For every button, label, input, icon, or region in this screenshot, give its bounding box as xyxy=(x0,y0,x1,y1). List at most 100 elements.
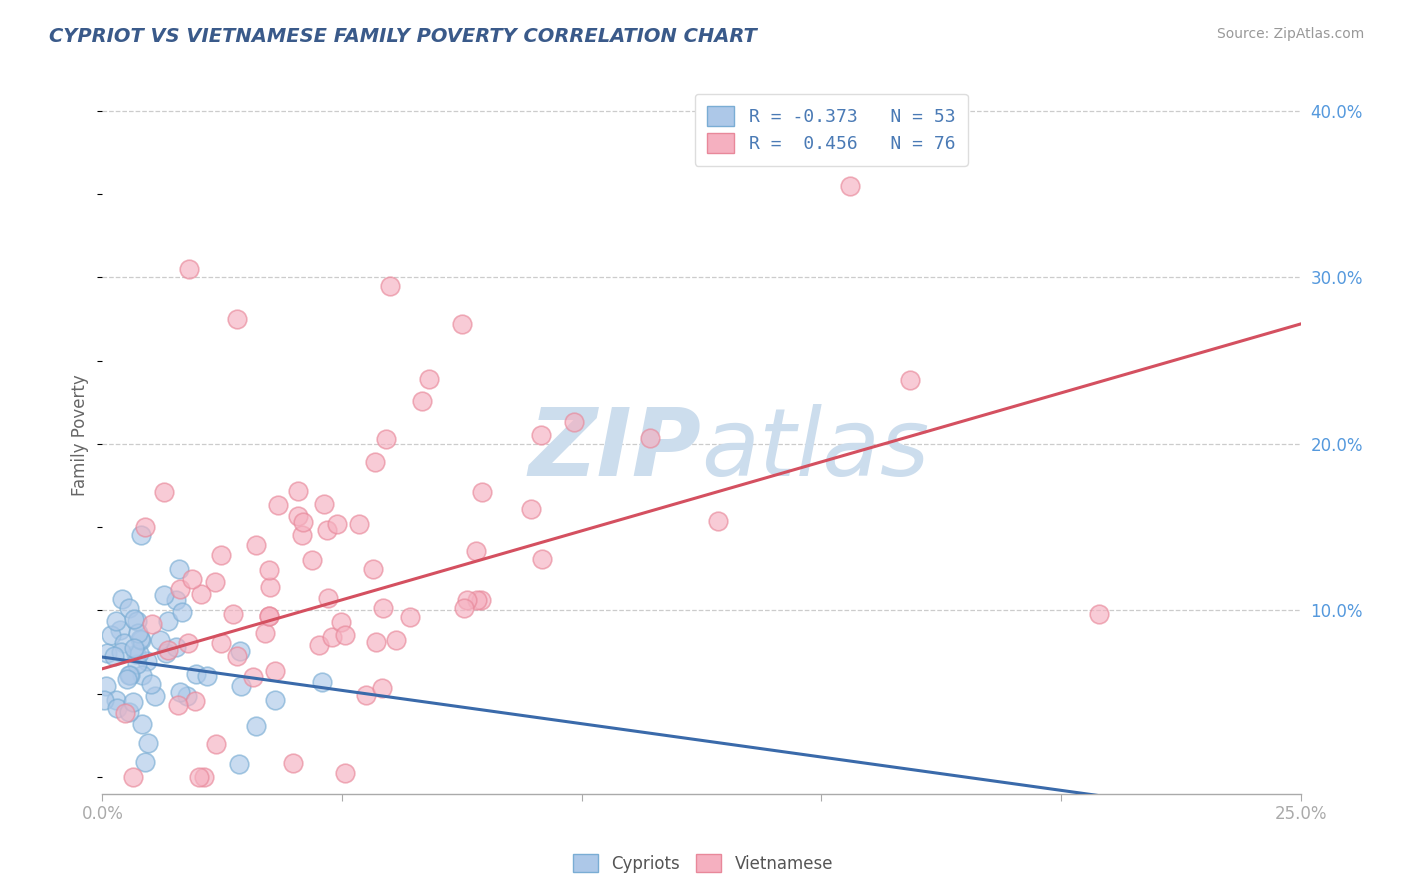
Point xyxy=(177,262,200,277)
Point xyxy=(100,628,122,642)
Point xyxy=(117,672,139,686)
Point xyxy=(122,612,145,626)
Legend: R = -0.373   N = 53, R =  0.456   N = 76: R = -0.373 N = 53, R = 0.456 N = 76 xyxy=(695,94,969,166)
Point xyxy=(245,538,267,552)
Point xyxy=(520,501,543,516)
Point xyxy=(839,178,862,193)
Point xyxy=(112,636,135,650)
Point xyxy=(264,664,287,678)
Y-axis label: Family Poverty: Family Poverty xyxy=(72,375,89,497)
Point xyxy=(131,716,153,731)
Point xyxy=(153,589,176,603)
Point xyxy=(257,609,280,624)
Point xyxy=(898,373,921,387)
Point xyxy=(316,523,339,537)
Point xyxy=(211,636,233,650)
Point xyxy=(470,593,492,607)
Point xyxy=(124,647,146,661)
Point xyxy=(530,428,553,442)
Text: CYPRIOT VS VIETNAMESE FAMILY POVERTY CORRELATION CHART: CYPRIOT VS VIETNAMESE FAMILY POVERTY COR… xyxy=(49,27,756,45)
Point xyxy=(204,738,226,752)
Point xyxy=(190,587,212,601)
Point xyxy=(122,695,145,709)
Point xyxy=(384,632,406,647)
Point xyxy=(228,756,250,771)
Point xyxy=(110,623,132,637)
Point xyxy=(134,755,156,769)
Point xyxy=(167,562,190,576)
Point xyxy=(411,393,433,408)
Point xyxy=(167,698,190,713)
Point xyxy=(370,681,392,695)
Point xyxy=(283,756,305,770)
Point xyxy=(326,516,349,531)
Point xyxy=(118,705,141,719)
Point xyxy=(267,498,290,512)
Point xyxy=(118,667,141,681)
Text: Source: ZipAtlas.com: Source: ZipAtlas.com xyxy=(1216,27,1364,41)
Point xyxy=(308,638,330,652)
Point xyxy=(107,700,129,714)
Point xyxy=(156,614,179,628)
Point xyxy=(225,312,247,326)
Point xyxy=(157,643,180,657)
Point xyxy=(364,454,387,468)
Point xyxy=(471,485,494,500)
Point xyxy=(149,632,172,647)
Point xyxy=(127,625,149,640)
Point xyxy=(935,145,957,160)
Point xyxy=(128,632,150,647)
Point xyxy=(371,600,394,615)
Point xyxy=(366,635,388,649)
Point xyxy=(314,497,336,511)
Point xyxy=(221,607,243,621)
Point xyxy=(118,668,141,682)
Point xyxy=(127,614,149,628)
Text: ZIP: ZIP xyxy=(529,404,702,496)
Point xyxy=(153,484,176,499)
Point xyxy=(96,679,118,693)
Point xyxy=(287,484,309,499)
Point xyxy=(129,633,152,648)
Point xyxy=(1088,607,1111,621)
Point xyxy=(465,592,488,607)
Point xyxy=(134,520,156,534)
Point xyxy=(291,528,314,542)
Point xyxy=(321,630,343,644)
Point xyxy=(136,736,159,750)
Point xyxy=(181,572,204,586)
Point xyxy=(169,685,191,699)
Point xyxy=(111,591,134,606)
Point xyxy=(195,669,218,683)
Point xyxy=(125,657,148,671)
Point xyxy=(204,575,226,590)
Point xyxy=(330,615,353,630)
Point xyxy=(172,605,194,619)
Point xyxy=(531,551,554,566)
Point xyxy=(104,614,127,628)
Point xyxy=(131,668,153,682)
Point xyxy=(129,528,152,542)
Point xyxy=(640,431,662,445)
Point xyxy=(155,646,177,660)
Point xyxy=(135,654,157,668)
Point xyxy=(257,563,280,577)
Point xyxy=(399,610,422,624)
Point xyxy=(141,677,163,691)
Point xyxy=(264,693,287,707)
Point xyxy=(209,549,232,563)
Point xyxy=(117,601,139,615)
Point xyxy=(347,516,370,531)
Point xyxy=(128,646,150,660)
Point xyxy=(176,689,198,703)
Point xyxy=(193,770,215,784)
Point xyxy=(287,508,309,523)
Point xyxy=(184,694,207,708)
Point xyxy=(103,649,125,664)
Point xyxy=(378,278,401,293)
Point xyxy=(257,608,280,623)
Point xyxy=(291,515,314,529)
Point xyxy=(143,689,166,703)
Point xyxy=(259,580,281,594)
Point xyxy=(124,640,146,655)
